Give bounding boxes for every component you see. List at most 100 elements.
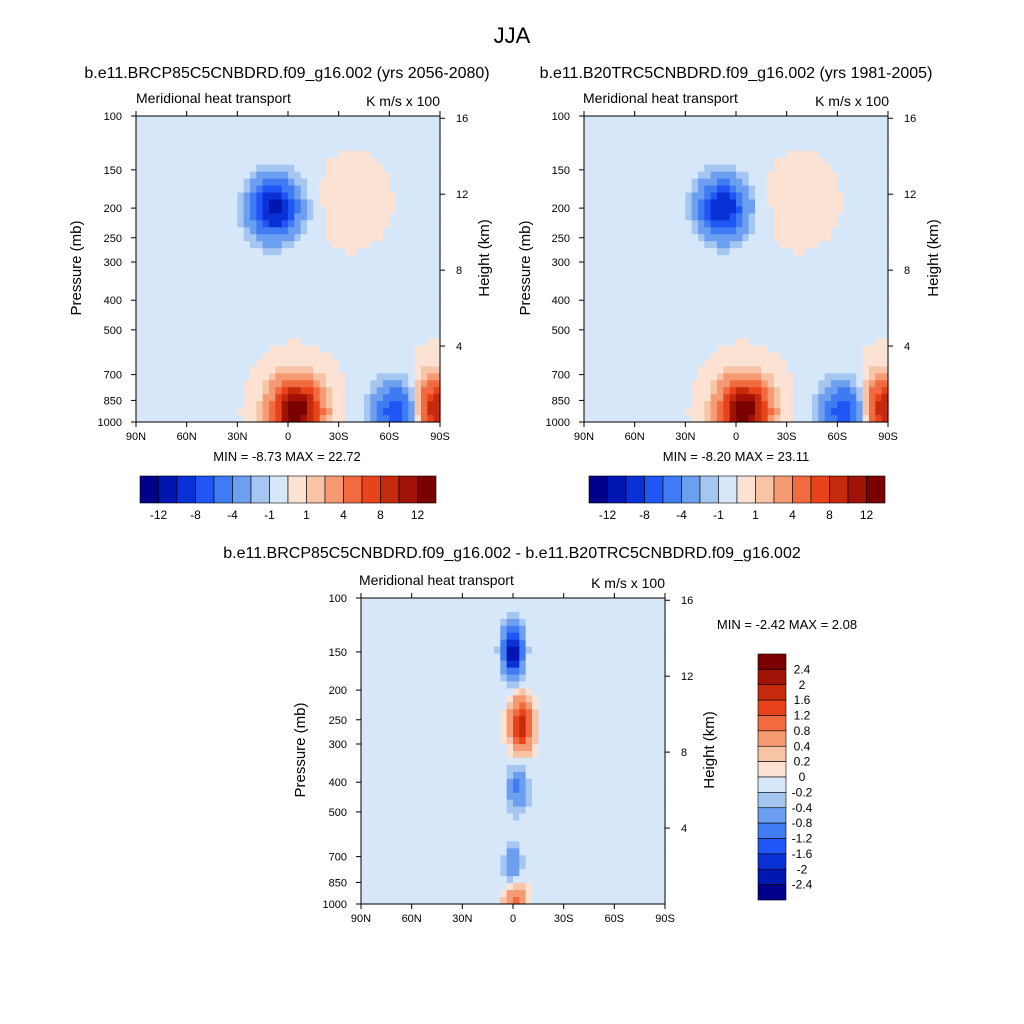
contour-cell [603,192,610,201]
contour-cell [405,778,413,787]
contour-cell [383,401,390,409]
contour-cell [351,171,359,180]
contour-cell [326,387,333,395]
contour-cell [698,380,705,388]
contour-cell [424,792,432,801]
contour-cell [224,136,232,145]
contour-cell [380,639,387,648]
contour-cell [380,771,387,780]
contour-cell [399,653,406,662]
contour-cell [615,178,623,187]
contour-cell [142,227,150,235]
contour-cell [319,275,327,284]
contour-cell [672,206,680,214]
panel-title: b.e11.B20TRC5CNBDRD.f09_g16.002 (yrs 198… [540,65,933,82]
contour-cell [824,122,832,131]
y-axis-label: Pressure (mb) [292,702,309,797]
contour-cell [250,206,257,214]
contour-cell [615,338,623,347]
contour-cell [812,185,819,194]
contour-cell [338,401,346,409]
contour-cell [148,289,156,298]
contour-cell [364,255,371,263]
contour-cell [812,143,819,152]
contour-cell [856,227,864,235]
contour-cell [710,269,718,277]
contour-cell [786,192,794,201]
contour-cell [281,234,289,242]
contour-cell [729,171,737,180]
contour-cell [590,129,598,138]
contour-cell [869,408,876,416]
contour-cell [433,331,441,340]
contour-cell [386,869,394,877]
contour-cell [148,366,156,374]
contour-cell [786,157,794,166]
contour-cell [136,331,143,340]
contour-cell [672,408,680,416]
y-tick-label: 200 [552,203,570,215]
contour-cell [793,366,800,374]
contour-cell [647,394,655,402]
contour-cell [653,359,661,367]
contour-cell [243,241,251,249]
contour-cell [367,862,375,870]
contour-cell [774,401,781,409]
contour-cell [193,227,200,235]
contour-cell [370,227,378,235]
contour-cell [224,331,232,340]
contour-cell [742,116,750,124]
contour-cell [294,157,302,166]
contour-cell [288,380,295,388]
contour-cell [421,234,428,242]
contour-cell [698,199,705,207]
contour-cell [660,171,667,180]
contour-cell [584,415,591,423]
contour-cell [850,164,857,173]
contour-cell [742,401,750,409]
contour-cell [634,269,642,277]
contour-cell [351,282,359,291]
contour-cell [869,310,876,319]
contour-cell [361,723,368,731]
contour-cell [767,248,775,256]
contour-cell [622,303,629,312]
y-axis-label: Pressure (mb) [68,220,85,315]
contour-cell [212,317,219,326]
contour-cell [411,806,419,815]
contour-cell [351,394,359,402]
contour-cell [300,122,308,131]
contour-cell [386,598,394,606]
contour-cell [373,751,381,759]
contour-cell [262,352,270,360]
contour-cell [437,883,444,891]
contour-cell [402,345,409,354]
contour-cell [641,338,648,347]
contour-cell [641,262,648,270]
contour-cell [603,220,610,228]
contour-cell [869,220,876,228]
contour-cell [361,737,368,745]
contour-cell [418,604,425,613]
contour-cell [850,380,857,388]
contour-cell [411,792,419,801]
contour-cell [723,373,731,381]
contour-cell [443,618,451,627]
contour-cell [427,150,435,159]
contour-cell [875,157,883,166]
contour-cell [786,275,794,284]
contour-cell [370,192,378,201]
contour-cell [875,317,883,326]
contour-cell [647,415,655,423]
contour-cell [408,157,416,166]
y-tick-label: 400 [104,295,122,307]
contour-cell [370,171,378,180]
contour-cell [326,289,333,298]
contour-cell [818,359,826,367]
contour-cell [212,262,219,270]
contour-cell [205,387,213,395]
contour-cell [313,255,321,263]
y-tick-label: 1000 [546,417,570,429]
contour-cell [370,122,378,131]
contour-cell [262,338,270,347]
